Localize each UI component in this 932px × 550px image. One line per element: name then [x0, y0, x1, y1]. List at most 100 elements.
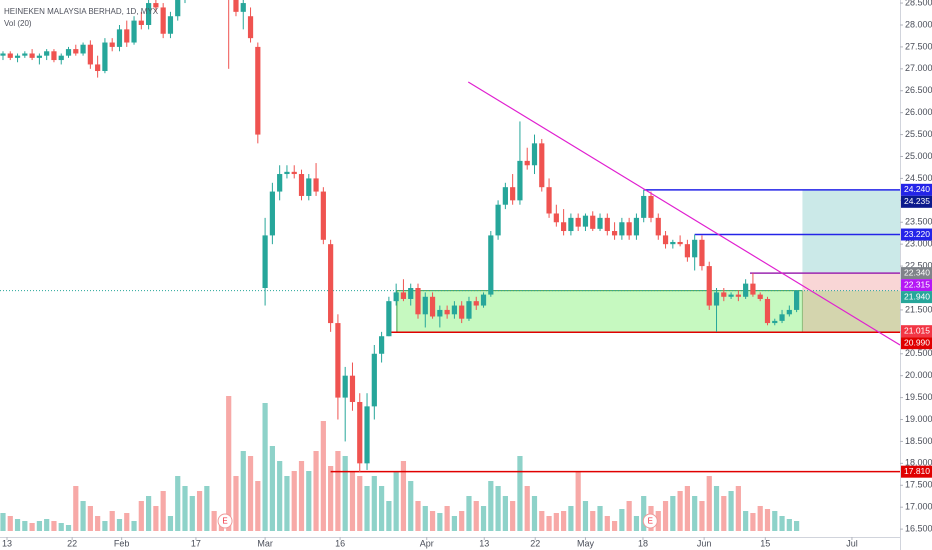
- volume-bar: [87, 506, 93, 531]
- price-label-bg: [901, 291, 932, 304]
- volume-bar: [568, 506, 574, 531]
- candle-body: [240, 3, 246, 12]
- volume-bar: [116, 519, 123, 531]
- candle-body: [604, 217, 610, 232]
- x-tick-label: 22: [67, 538, 77, 548]
- volume-bar: [204, 486, 210, 531]
- candle-body: [415, 288, 421, 315]
- candle-body: [619, 222, 625, 236]
- volume-bar: [502, 496, 508, 531]
- candle-body: [582, 215, 589, 227]
- candle-body: [575, 217, 581, 227]
- volume-bar: [713, 486, 720, 531]
- volume-bar: [153, 506, 159, 531]
- candle-body: [466, 301, 472, 319]
- volume-bar: [553, 513, 559, 531]
- volume-bar: [80, 501, 86, 531]
- candle-body: [22, 53, 28, 56]
- candle-body: [670, 241, 676, 245]
- volume-bar: [590, 511, 596, 531]
- volume-bar: [721, 496, 727, 531]
- candle-body: [684, 244, 690, 258]
- volume-bar: [14, 519, 21, 531]
- volume-bar: [728, 491, 734, 531]
- candle-body: [408, 288, 414, 299]
- volume-bar: [772, 511, 778, 531]
- candle-body: [750, 283, 756, 295]
- volume-bar: [160, 491, 166, 531]
- volume-bar: [415, 501, 421, 531]
- candle-body: [342, 375, 348, 398]
- candle-body: [298, 174, 305, 196]
- candle-body: [328, 244, 334, 324]
- candle-body: [255, 46, 261, 135]
- candle-body: [0, 53, 6, 56]
- volume-bar: [7, 516, 13, 531]
- candle-body: [641, 195, 647, 218]
- volume-bar: [189, 496, 195, 531]
- volume-bar: [298, 461, 305, 531]
- candle-body: [371, 353, 377, 407]
- volume-bar: [546, 516, 552, 531]
- price-label-bg: [901, 279, 932, 292]
- candle-body: [706, 266, 712, 306]
- candle-body: [764, 298, 771, 324]
- candle-body: [393, 292, 399, 302]
- candle-body: [284, 171, 290, 175]
- x-tick-label: Apr: [420, 538, 434, 548]
- volume-bar: [604, 516, 610, 531]
- volume-bar: [510, 501, 516, 531]
- candle-body: [269, 191, 275, 236]
- volume-bar: [284, 476, 290, 531]
- volume-bar: [794, 521, 800, 531]
- volume-bar: [109, 511, 115, 531]
- candle-body: [473, 301, 479, 306]
- candle-body: [451, 305, 458, 315]
- y-tick-label: 16.500: [905, 523, 932, 533]
- zone: [802, 290, 900, 333]
- candle-body: [437, 309, 443, 317]
- y-tick-label: 17.000: [905, 502, 932, 512]
- candle-body: [160, 7, 166, 34]
- candle-body: [524, 160, 530, 166]
- price-label: 20.990: [904, 337, 930, 347]
- price-label-bg: [901, 337, 932, 350]
- volume-bar: [167, 516, 174, 531]
- volume-bar: [611, 521, 618, 531]
- candle-body: [102, 42, 108, 72]
- candle-body: [495, 204, 501, 236]
- volume-bar: [480, 506, 487, 531]
- x-tick-label: Jun: [697, 538, 712, 548]
- volume-bar: [575, 471, 581, 531]
- volume-bar: [408, 481, 414, 531]
- price-label: 22.340: [904, 267, 930, 277]
- candle-body: [611, 231, 618, 236]
- candle-body: [794, 290, 800, 310]
- price-label: 24.240: [904, 184, 930, 194]
- volume-bar: [422, 506, 428, 531]
- candle-body: [153, 3, 159, 8]
- candle-body: [633, 217, 640, 236]
- y-tick-label: 20.500: [905, 348, 932, 358]
- volume-bar: [291, 471, 297, 531]
- price-label: 24.235: [904, 196, 930, 206]
- candle-body: [95, 64, 101, 72]
- volume-bar: [735, 486, 741, 531]
- candle-body: [262, 235, 268, 289]
- candle-body: [786, 309, 792, 315]
- volume-bar: [561, 511, 567, 531]
- y-tick-label: 20.000: [905, 370, 932, 380]
- candle-body: [662, 235, 669, 245]
- drawing-layer: [0, 189, 900, 473]
- candle-body: [480, 294, 487, 306]
- candle-body: [233, 0, 239, 12]
- candle-body: [58, 55, 64, 61]
- volume-bar: [328, 466, 334, 531]
- price-label-bg: [901, 325, 932, 338]
- candle-body: [692, 239, 698, 258]
- x-tick-label: 17: [191, 538, 201, 548]
- volume-bar: [473, 501, 479, 531]
